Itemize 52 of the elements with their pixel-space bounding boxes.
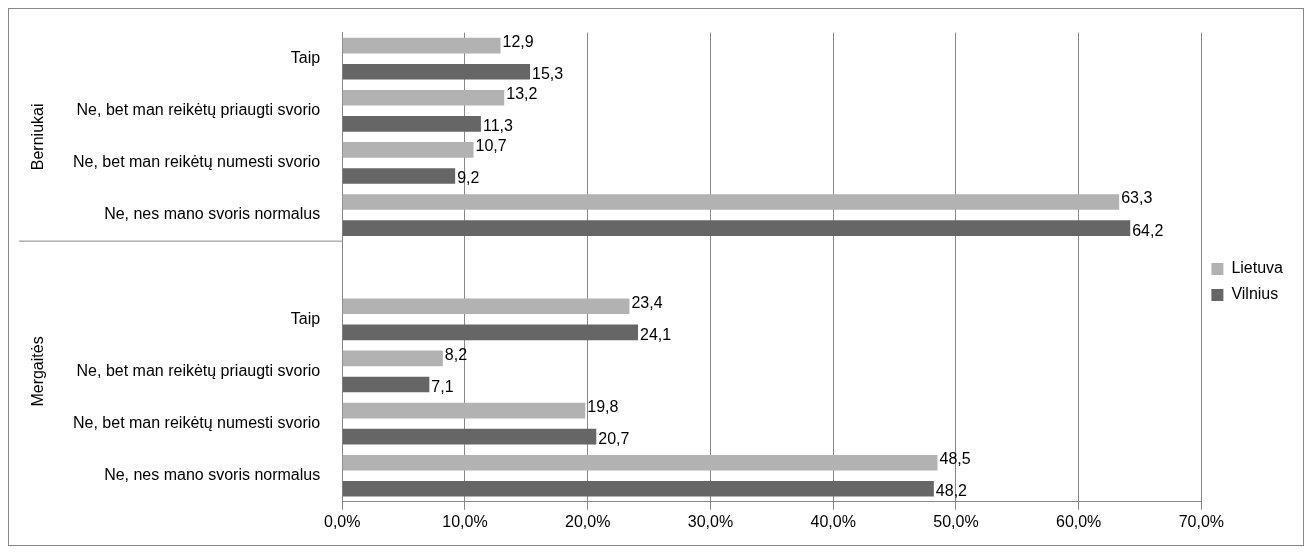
x-tick-label: 40,0% xyxy=(810,512,856,530)
data-label: 9,2 xyxy=(457,169,480,187)
x-tick-label: 30,0% xyxy=(687,512,734,530)
bar xyxy=(342,376,430,393)
bar xyxy=(342,142,474,158)
data-label: 63,3 xyxy=(1121,189,1153,207)
legend-label: Lietuva xyxy=(1231,259,1284,277)
data-label: 48,5 xyxy=(939,450,971,468)
y-tick-label: Ne, bet man reikėtų priaugti svorio xyxy=(76,361,321,379)
x-tick-label: 0,0% xyxy=(323,512,361,530)
y-tick-label: Taip xyxy=(290,309,321,327)
bar xyxy=(342,350,443,367)
x-tick-label: 60,0% xyxy=(1055,512,1102,530)
text: Berniukai xyxy=(29,103,47,171)
y-tick-label: Taip xyxy=(290,49,321,67)
bar xyxy=(342,402,586,419)
x-tick-label: 20,0% xyxy=(565,512,611,530)
bar xyxy=(342,37,501,54)
data-label: 19,8 xyxy=(587,397,619,415)
data-label: 23,4 xyxy=(631,293,663,311)
bar xyxy=(342,480,934,497)
data-label: 8,2 xyxy=(444,345,468,363)
bar xyxy=(342,220,1131,236)
bar xyxy=(342,168,456,184)
data-label: 64,2 xyxy=(1132,221,1164,239)
x-tick-label: 70,0% xyxy=(1178,512,1225,530)
legend-label: Vilnius xyxy=(1231,285,1279,303)
bar xyxy=(342,454,938,471)
bar xyxy=(342,298,630,315)
data-label: 11,3 xyxy=(482,117,513,135)
data-label: 10,7 xyxy=(475,137,507,155)
bar xyxy=(342,324,639,341)
bar xyxy=(342,63,531,80)
y-tick-label: Ne, bet man reikėtų numesti svorio xyxy=(73,414,321,432)
y-tick-label: Ne, bet man reikėtų priaugti svorio xyxy=(76,101,321,119)
data-label: 24,1 xyxy=(640,325,672,343)
x-tick-label: 10,0% xyxy=(442,512,488,530)
bar xyxy=(342,428,597,445)
bar xyxy=(342,116,481,132)
x-tick-label: 50,0% xyxy=(933,512,979,530)
data-label: 7,1 xyxy=(431,377,454,395)
data-label: 15,3 xyxy=(532,65,564,83)
text: Mergaitės xyxy=(29,336,47,407)
data-label: 48,2 xyxy=(935,482,968,500)
bar xyxy=(342,89,505,106)
bar xyxy=(342,194,1120,210)
y-tick-label: Ne, nes mano svoris normalus xyxy=(104,466,321,484)
data-label: 12,9 xyxy=(502,33,534,51)
data-label: 20,7 xyxy=(598,430,630,448)
data-label: 13,2 xyxy=(506,85,538,103)
y-tick-label: Ne, nes mano svoris normalus xyxy=(104,205,321,223)
y-tick-label: Ne, bet man reikėtų numesti svorio xyxy=(73,153,321,171)
